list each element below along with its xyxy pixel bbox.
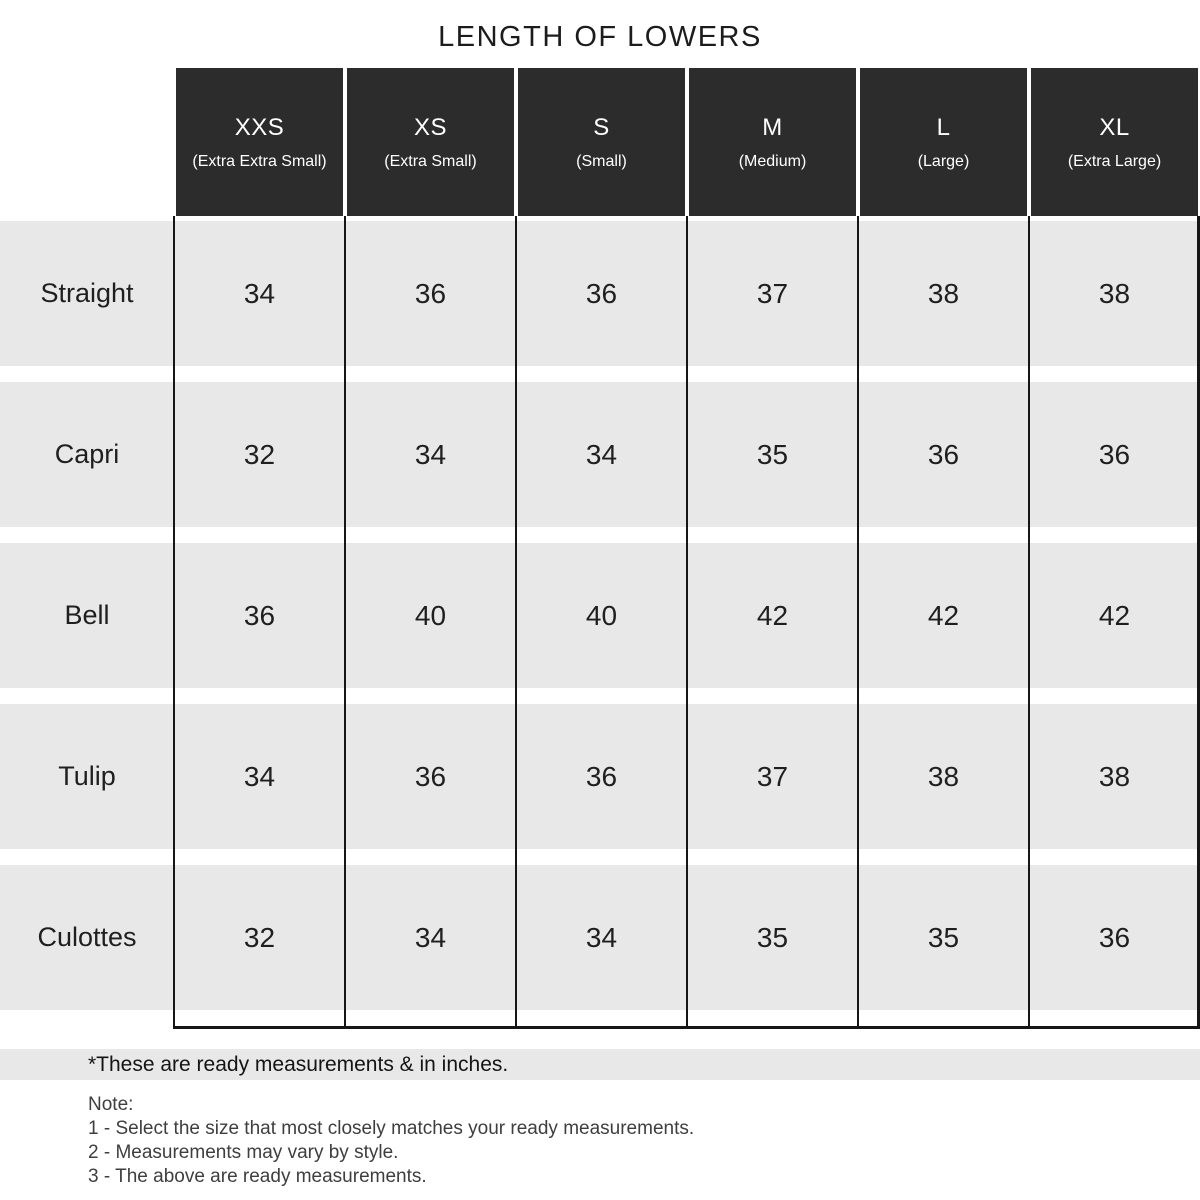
size-value-cell: 35	[687, 382, 858, 527]
size-value-cell: 34	[345, 865, 516, 1010]
size-value-cell: 36	[858, 382, 1029, 527]
size-value-cell: 36	[516, 704, 687, 849]
size-value-cell: 38	[1029, 221, 1200, 366]
size-full-name: (Extra Large)	[1067, 152, 1162, 170]
table-row-culottes: Culottes 32 34 34 35 35 36	[0, 865, 1200, 1010]
size-value-cell: 36	[1029, 865, 1200, 1010]
size-value-cell: 38	[858, 704, 1029, 849]
row-label: Straight	[0, 221, 174, 366]
corner-cell	[0, 68, 174, 216]
size-value-cell: 37	[687, 221, 858, 366]
size-table-body: Straight 34 36 36 37 38 38 Capri 32 34 3…	[0, 216, 1200, 1029]
column-header-l: L (Large)	[860, 68, 1027, 216]
size-value-cell: 32	[174, 865, 345, 1010]
size-value-cell: 36	[345, 221, 516, 366]
size-abbr: XXS	[234, 113, 285, 141]
size-full-name: (Extra Small)	[384, 152, 477, 170]
size-abbr: S	[593, 113, 610, 141]
size-table: XXS (Extra Extra Small) XS (Extra Small)…	[0, 68, 1200, 1029]
table-right-border	[1197, 216, 1200, 1029]
size-value-cell: 34	[345, 382, 516, 527]
size-value-cell: 42	[858, 543, 1029, 688]
column-divider	[857, 216, 859, 1029]
note-item: 3 - The above are ready measurements.	[88, 1166, 427, 1187]
column-divider	[344, 216, 346, 1029]
size-full-name: (Small)	[576, 152, 627, 170]
size-abbr: L	[936, 113, 951, 141]
column-header-xl: XL (Extra Large)	[1031, 68, 1198, 216]
column-divider	[686, 216, 688, 1029]
row-label: Capri	[0, 382, 174, 527]
footnote-text: *These are ready measurements & in inche…	[88, 1052, 509, 1076]
size-full-name: (Medium)	[738, 152, 807, 170]
row-label: Bell	[0, 543, 174, 688]
size-value-cell: 36	[174, 543, 345, 688]
size-value-cell: 36	[1029, 382, 1200, 527]
size-value-cell: 35	[687, 865, 858, 1010]
row-label: Culottes	[0, 865, 174, 1010]
column-divider	[173, 216, 175, 1029]
notes-heading: Note:	[88, 1094, 134, 1115]
column-header-s: S (Small)	[518, 68, 685, 216]
size-value-cell: 35	[858, 865, 1029, 1010]
size-value-cell: 37	[687, 704, 858, 849]
column-header-xs: XS (Extra Small)	[347, 68, 514, 216]
notes-block: Note: 1 - Select the size that most clos…	[0, 1093, 1200, 1189]
note-item: 1 - Select the size that most closely ma…	[88, 1118, 695, 1139]
table-row-capri: Capri 32 34 34 35 36 36	[0, 382, 1200, 527]
footnote-band: *These are ready measurements & in inche…	[0, 1049, 1200, 1080]
size-value-cell: 38	[1029, 704, 1200, 849]
size-value-cell: 36	[345, 704, 516, 849]
size-value-cell: 34	[516, 382, 687, 527]
table-row-tulip: Tulip 34 36 36 37 38 38	[0, 704, 1200, 849]
size-abbr: M	[762, 113, 783, 141]
size-value-cell: 38	[858, 221, 1029, 366]
note-item: 2 - Measurements may vary by style.	[88, 1142, 399, 1163]
size-abbr: XL	[1099, 113, 1130, 141]
table-row-straight: Straight 34 36 36 37 38 38	[0, 221, 1200, 366]
row-label: Tulip	[0, 704, 174, 849]
size-abbr: XS	[413, 113, 447, 141]
column-header-xxs: XXS (Extra Extra Small)	[176, 68, 343, 216]
size-value-cell: 34	[516, 865, 687, 1010]
page-title: LENGTH OF LOWERS	[438, 21, 762, 53]
size-table-header-row: XXS (Extra Extra Small) XS (Extra Small)…	[0, 68, 1200, 216]
size-value-cell: 32	[174, 382, 345, 527]
size-full-name: (Large)	[917, 152, 970, 170]
column-divider	[1028, 216, 1030, 1029]
size-value-cell: 34	[174, 704, 345, 849]
table-row-bell: Bell 36 40 40 42 42 42	[0, 543, 1200, 688]
size-value-cell: 42	[687, 543, 858, 688]
column-header-m: M (Medium)	[689, 68, 856, 216]
column-divider	[515, 216, 517, 1029]
size-value-cell: 34	[174, 221, 345, 366]
size-value-cell: 42	[1029, 543, 1200, 688]
size-value-cell: 40	[345, 543, 516, 688]
size-full-name: (Extra Extra Small)	[192, 152, 327, 170]
table-bottom-border	[174, 1026, 1200, 1029]
size-value-cell: 40	[516, 543, 687, 688]
size-value-cell: 36	[516, 221, 687, 366]
